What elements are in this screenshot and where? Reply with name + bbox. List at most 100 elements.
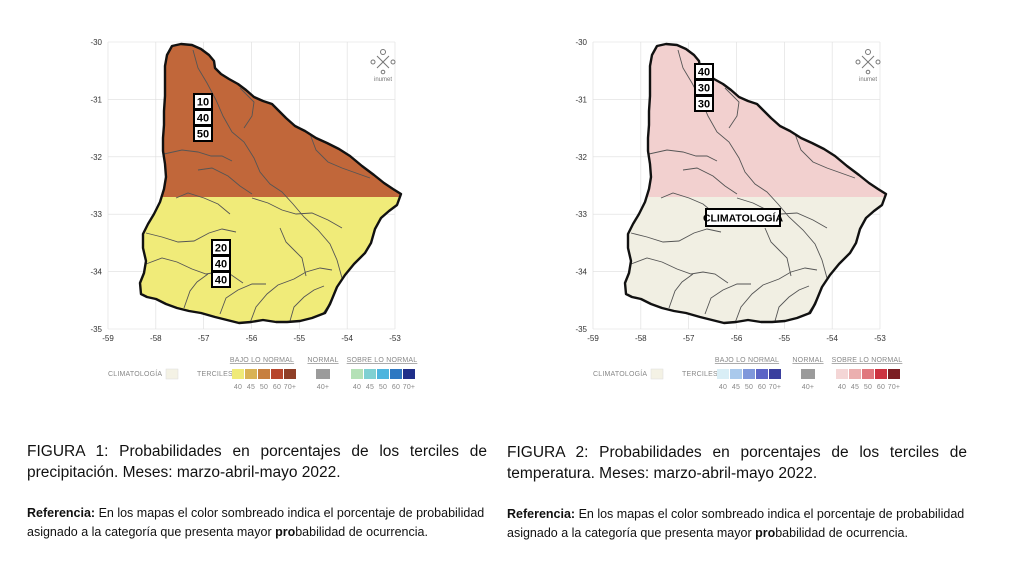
figure-1-caption: FIGURA 1: Probabilidades en porcentajes … <box>27 443 487 481</box>
lon-tick-label: -55 <box>779 334 791 343</box>
river-line <box>163 149 233 162</box>
river-line <box>682 167 738 195</box>
legend-sobre-swatch <box>862 369 874 379</box>
legend-bajo-swatch <box>730 369 742 379</box>
lat-tick-label: -33 <box>90 210 102 219</box>
river-line <box>183 273 209 309</box>
legend-scale-label: 50 <box>745 384 753 391</box>
country-outline <box>138 42 403 325</box>
north-probability-label: 10 40 50 <box>193 93 213 142</box>
legend-bajo-swatch <box>756 369 768 379</box>
river-line <box>289 285 325 322</box>
north-label-value: 10 <box>197 97 209 109</box>
lat-tick-label: -31 <box>90 95 102 104</box>
lon-tick-label: -56 <box>731 334 743 343</box>
legend-normal-swatch <box>801 369 815 379</box>
river-line <box>197 167 253 195</box>
figure-2-reference: Referencia: En los mapas el color sombre… <box>507 505 967 543</box>
legend-normal-scale: 40+ <box>317 384 329 391</box>
north-probability-label: 40 30 30 <box>694 63 714 112</box>
north-label-box <box>193 125 213 142</box>
reference-label: Referencia: <box>27 506 96 520</box>
lat-tick-label: -30 <box>90 38 102 47</box>
legend-scale-label: 60 <box>273 384 281 391</box>
legend-scale-label: 45 <box>247 384 255 391</box>
legend-bajo-header: BAJO LO NORMAL <box>230 357 294 364</box>
legend-bajo-swatch <box>271 369 283 379</box>
river-line <box>794 133 856 179</box>
legend-bajo-swatch <box>769 369 781 379</box>
inumet-logo-icon <box>370 49 396 75</box>
north-region-fill <box>140 44 401 197</box>
legend-sobre-header: SOBRE LO NORMAL <box>832 357 903 364</box>
legend-scale-label: 70+ <box>769 384 781 391</box>
legend-sobre-swatch <box>875 369 887 379</box>
river-line <box>309 133 371 179</box>
lon-tick-label: -53 <box>389 334 401 343</box>
river-line <box>764 227 792 277</box>
lon-tick-label: -59 <box>587 334 599 343</box>
south-probability-label: 20 40 40 <box>211 239 231 288</box>
legend-scale-label: 40 <box>234 384 242 391</box>
south-label-value: 40 <box>215 275 227 287</box>
legend-sobre-swatch <box>836 369 848 379</box>
reference-bold-fragment: pro <box>275 525 296 539</box>
river-line <box>648 149 718 162</box>
legend-sobre-swatch <box>403 369 415 379</box>
river-line <box>704 283 751 315</box>
north-label-value: 40 <box>197 113 209 125</box>
lat-tick-label: -32 <box>575 153 587 162</box>
river-line <box>668 273 694 309</box>
lon-tick-label: -58 <box>635 334 647 343</box>
legend-scale-label: 70+ <box>284 384 296 391</box>
river-line <box>734 267 818 323</box>
legend-terciles-label: TERCILES <box>682 371 718 378</box>
legend-sobre-swatch <box>377 369 389 379</box>
lon-tick-label: -54 <box>826 334 838 343</box>
legend-sobre-swatch <box>390 369 402 379</box>
river-line <box>660 192 716 215</box>
lat-tick-label: -34 <box>90 268 102 277</box>
south-label-box <box>211 271 231 288</box>
lat-tick-label: -33 <box>575 210 587 219</box>
legend-climatologia-swatch <box>165 368 179 380</box>
lon-tick-label: -53 <box>874 334 886 343</box>
legend-scale-label: 50 <box>260 384 268 391</box>
legend-sobre-swatch <box>888 369 900 379</box>
river-line <box>219 283 266 315</box>
north-label-value: 30 <box>698 83 710 95</box>
south-label-value: 40 <box>215 259 227 271</box>
legend-bajo-swatch <box>258 369 270 379</box>
reference-text-end: babilidad de ocurrencia. <box>295 525 428 539</box>
lon-tick-label: -55 <box>294 334 306 343</box>
reference-text-end: babilidad de ocurrencia. <box>775 526 908 540</box>
lon-tick-label: -59 <box>102 334 114 343</box>
lon-tick-label: -57 <box>198 334 210 343</box>
south-label-box <box>705 208 781 227</box>
map-canvas: -30-31-32-33-34-35-59 -58 -57 -56 -55 -54 -53 … <box>575 38 888 343</box>
legend-normal-header: NORMAL <box>307 357 338 364</box>
river-line <box>251 197 343 229</box>
legend-scale-label: 45 <box>366 384 374 391</box>
legend-climatologia-swatch <box>650 368 664 380</box>
legend-scale-label: 45 <box>851 384 859 391</box>
axis-ticks: -30 -31 -32 -33 -34 -35-59 -58 -57 -56 -55 -54 -53 <box>575 38 886 343</box>
legend-scale-label: 60 <box>392 384 400 391</box>
river-line <box>279 227 307 277</box>
reference-label: Referencia: <box>507 507 576 521</box>
axis-ticks: -30 -31 -32 -33 -34 -35-59 -58 -57 -56 -55 -54 -53 <box>90 38 401 343</box>
river-line <box>145 228 237 243</box>
inumet-logo-icon <box>855 49 881 75</box>
legend: CLIMATOLOGÍA TERCILES BAJO LO NORMAL NOR… <box>593 357 903 391</box>
legend-scale-label: 60 <box>758 384 766 391</box>
legend-scale-label: 60 <box>877 384 885 391</box>
legend-scale-label: 70+ <box>888 384 900 391</box>
legend-scale-label: 40 <box>719 384 727 391</box>
figure-2-caption: FIGURA 2: Probabilidades en porcentajes … <box>507 444 967 482</box>
legend-normal-swatch <box>316 369 330 379</box>
reference-bold-fragment: pro <box>755 526 776 540</box>
north-label-box <box>694 95 714 112</box>
legend-scale-label: 50 <box>379 384 387 391</box>
reference-text: En los mapas el color sombreado indica e… <box>27 506 485 539</box>
legend-normal-scale: 40+ <box>802 384 814 391</box>
